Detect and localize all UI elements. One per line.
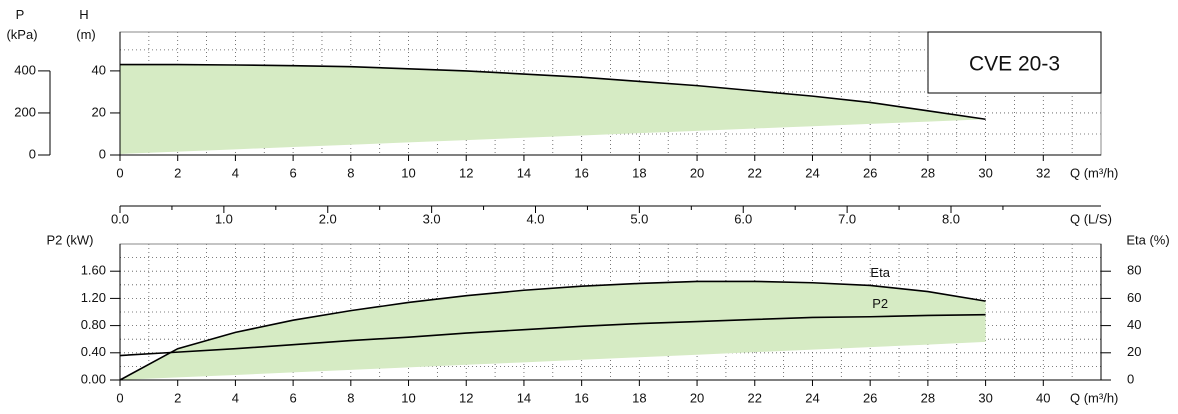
x-tick-label: 26 <box>863 390 877 405</box>
x-tick-label: 4 <box>232 390 239 405</box>
p-tick-label: 0 <box>29 146 36 161</box>
p-tick-label: 400 <box>14 62 36 77</box>
x-tick-label: 22 <box>748 390 762 405</box>
curve <box>119 280 986 381</box>
p-axis-label: P (kPa) <box>6 7 37 42</box>
x-axis-label: Q (m³/h) <box>1070 165 1118 180</box>
curve-label: Eta <box>870 265 890 280</box>
x-tick-label: 0.0 <box>111 211 129 226</box>
operating-area <box>120 64 986 154</box>
x-tick-label: 28 <box>921 390 935 405</box>
y-tick-label: 1.60 <box>81 263 106 278</box>
y-tick-label: 0.80 <box>81 317 106 332</box>
x-tick-label: 22 <box>748 165 762 180</box>
x-tick-label: 14 <box>517 390 531 405</box>
x-tick-label: 20 <box>690 390 704 405</box>
x-tick-label: 2.0 <box>319 211 337 226</box>
x-tick-label: 12 <box>459 165 473 180</box>
x-tick-label: 8 <box>347 390 354 405</box>
x-tick-label: 1.0 <box>215 211 233 226</box>
x-axis-label: Q (m³/h) <box>1070 390 1118 405</box>
x-tick-label: 6 <box>290 390 297 405</box>
p-tick-label: 200 <box>14 104 36 119</box>
y-axis-label: P2 (kW) <box>47 232 94 247</box>
y-tick-label: 40 <box>92 62 106 77</box>
curve <box>119 313 986 357</box>
y2-axis-label: Eta (%) <box>1126 232 1169 247</box>
y-axis-label: H (m) <box>76 7 96 42</box>
y2-tick-label: 40 <box>1127 317 1141 332</box>
x-tick-label: 10 <box>401 390 415 405</box>
y2-tick-label: 20 <box>1127 344 1141 359</box>
x-tick-label: 8 <box>347 165 354 180</box>
x-tick-label: 30 <box>978 165 992 180</box>
curve <box>120 63 986 121</box>
x-tick-label: 5.0 <box>630 211 648 226</box>
x-tick-label: 40 <box>1036 390 1050 405</box>
x-tick-label: 2 <box>174 390 181 405</box>
operating-area <box>120 281 986 380</box>
x-tick-label: 18 <box>632 165 646 180</box>
x-axis-label: Q (L/S) <box>1070 211 1112 226</box>
x-tick-label: 16 <box>574 390 588 405</box>
y-tick-label: 0 <box>99 146 106 161</box>
x-tick-label: 0 <box>116 165 123 180</box>
x-tick-label: 14 <box>517 165 531 180</box>
x-tick-label: 24 <box>805 165 819 180</box>
x-tick-label: 7.0 <box>838 211 856 226</box>
x-tick-label: 6 <box>290 165 297 180</box>
x-tick-label: 12 <box>459 390 473 405</box>
y-tick-label: 0.00 <box>81 371 106 386</box>
x-tick-label: 18 <box>632 390 646 405</box>
chart-title: CVE 20-3 <box>969 53 1060 76</box>
x-tick-label: 6.0 <box>734 211 752 226</box>
x-tick-label: 4.0 <box>526 211 544 226</box>
x-tick-label: 4 <box>232 165 239 180</box>
y2-tick-label: 60 <box>1127 290 1141 305</box>
y2-tick-label: 0 <box>1127 371 1134 386</box>
x-tick-label: 28 <box>921 165 935 180</box>
x-tick-label: 24 <box>805 390 819 405</box>
y-tick-label: 1.20 <box>81 290 106 305</box>
title-box <box>927 31 1102 94</box>
x-tick-label: 16 <box>574 165 588 180</box>
x-tick-label: 30 <box>978 390 992 405</box>
curve-label: P2 <box>872 296 888 311</box>
x-tick-label: 0 <box>116 390 123 405</box>
x-tick-label: 8.0 <box>942 211 960 226</box>
x-tick-label: 20 <box>690 165 704 180</box>
x-tick-label: 32 <box>1036 165 1050 180</box>
y2-tick-label: 80 <box>1127 263 1141 278</box>
y-tick-label: 20 <box>92 104 106 119</box>
x-tick-label: 2 <box>174 165 181 180</box>
y-tick-label: 0.40 <box>81 344 106 359</box>
x-tick-label: 10 <box>401 165 415 180</box>
x-tick-label: 3.0 <box>423 211 441 226</box>
x-tick-label: 26 <box>863 165 877 180</box>
